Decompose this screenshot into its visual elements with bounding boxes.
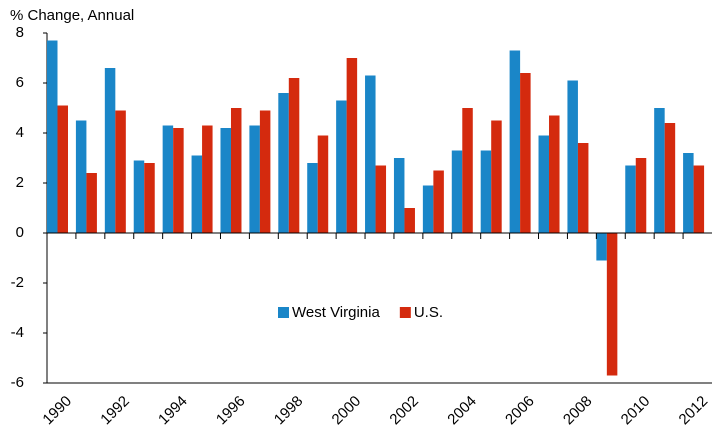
x-tick-label: 1992 [97, 393, 133, 429]
x-tick-label: 2002 [386, 393, 422, 429]
bar [259, 110, 271, 233]
bar [433, 170, 444, 233]
legend-swatch [399, 307, 411, 318]
bar [567, 80, 578, 233]
y-tick-label: -2 [11, 274, 24, 291]
bar [220, 128, 231, 233]
bar [462, 108, 473, 233]
bar [577, 143, 589, 233]
bar [520, 73, 531, 233]
y-tick-label: 0 [16, 224, 24, 241]
bar [47, 40, 58, 233]
bar [57, 105, 68, 233]
x-tick-label: 2000 [329, 393, 365, 429]
bar [104, 68, 116, 233]
x-tick-label: 1994 [155, 393, 191, 429]
bar [249, 125, 260, 233]
y-tick-label: 8 [16, 24, 24, 41]
bar [375, 165, 387, 233]
bar [480, 150, 492, 233]
bar [191, 155, 203, 233]
x-tick-label: 1998 [271, 393, 307, 429]
bar [635, 158, 647, 233]
bar [317, 135, 329, 233]
bar [451, 150, 463, 233]
x-tick-label: 2012 [676, 393, 712, 429]
y-tick-label: -4 [11, 324, 24, 341]
bar [664, 123, 676, 233]
bar [115, 110, 126, 233]
bar [86, 173, 97, 233]
y-tick-label: 2 [16, 174, 24, 191]
bar [307, 163, 318, 233]
bar [549, 115, 560, 233]
bar [683, 153, 694, 233]
y-tick-label: 6 [16, 74, 24, 91]
bar [133, 160, 145, 233]
bar [393, 158, 405, 233]
bar [162, 125, 174, 233]
bar [538, 135, 550, 233]
bar [346, 58, 358, 233]
bar [606, 233, 618, 376]
x-tick-label: 2004 [444, 393, 480, 429]
x-tick-label: 1990 [39, 393, 75, 429]
y-tick-label: 4 [16, 124, 24, 141]
bar [365, 75, 376, 233]
bar [230, 108, 242, 233]
bar [173, 128, 184, 233]
x-tick-label: 2008 [560, 393, 596, 429]
x-tick-label: 2010 [618, 393, 654, 429]
bar [693, 165, 705, 233]
bar [202, 125, 213, 233]
bar [491, 120, 502, 233]
legend-swatch [278, 307, 289, 318]
bar [75, 120, 87, 233]
legend-label: U.S. [414, 304, 443, 321]
bar [596, 233, 607, 261]
bar [278, 93, 289, 233]
bar [288, 78, 300, 233]
bar [509, 50, 521, 233]
x-tick-label: 2006 [502, 393, 538, 429]
bar [422, 185, 434, 233]
chart-title: % Change, Annual [10, 7, 134, 24]
bar [625, 165, 636, 233]
x-tick-label: 1996 [213, 393, 249, 429]
bar [144, 163, 155, 233]
y-tick-label: -6 [11, 374, 24, 391]
bar [654, 108, 665, 233]
bar [336, 100, 347, 233]
legend-label: West Virginia [292, 304, 380, 321]
bar [404, 208, 415, 233]
